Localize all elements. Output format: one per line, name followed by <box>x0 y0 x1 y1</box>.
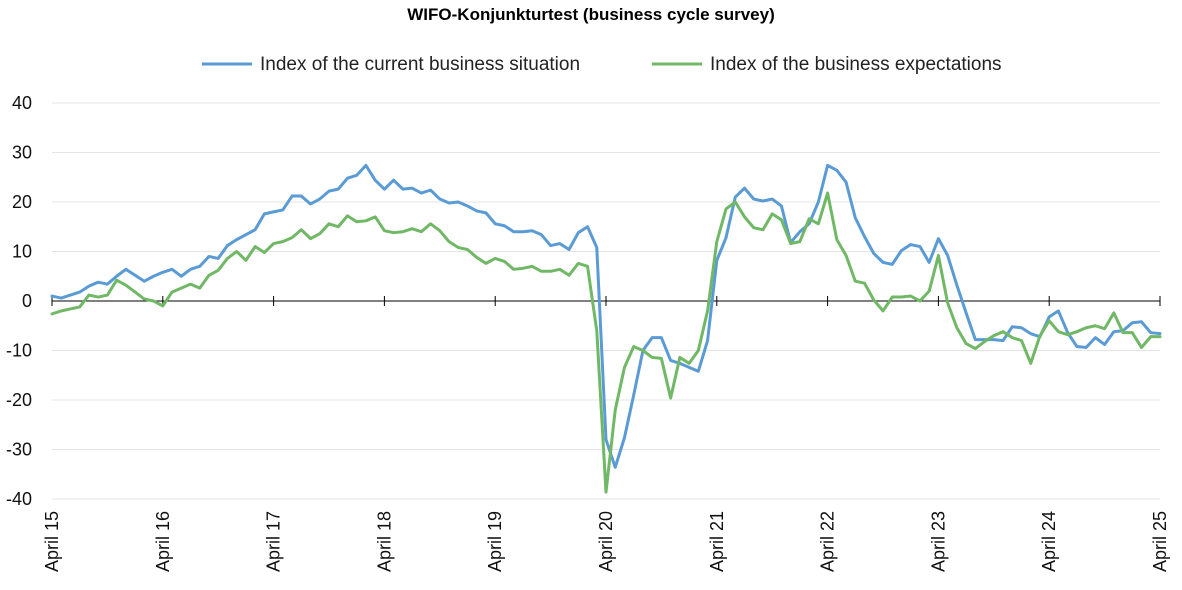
series-1 <box>50 163 1162 469</box>
x-tick-label: April 23 <box>928 511 948 572</box>
x-tick-label: April 16 <box>153 511 173 572</box>
series-2 <box>50 191 1162 494</box>
x-tick-label: April 15 <box>42 511 62 572</box>
y-tick-label: 10 <box>12 242 32 262</box>
y-axis: -40 -30 -20 -10 0 10 20 30 40 <box>6 93 32 509</box>
legend-item: Index of the current business situation <box>202 54 580 75</box>
y-tick-label: 0 <box>22 291 32 311</box>
y-tick-label: -20 <box>6 390 32 410</box>
x-tick-label: April 22 <box>818 511 838 572</box>
legend-label: Index of the current business situation <box>260 54 580 75</box>
y-tick-label: 40 <box>12 93 32 113</box>
series-line <box>50 191 1162 494</box>
x-tick-label: April 19 <box>485 511 505 572</box>
x-tick-label: April 18 <box>374 511 394 572</box>
y-tick-label: 30 <box>12 143 32 163</box>
x-tick-label: April 24 <box>1039 511 1059 572</box>
x-tick-label: April 20 <box>596 511 616 572</box>
y-tick-label: -10 <box>6 341 32 361</box>
x-tick-labels: April 15 April 16 April 17 April 18 April 19… <box>42 511 1170 572</box>
y-tick-label: 20 <box>12 192 32 212</box>
series-line <box>50 163 1162 469</box>
series <box>50 163 1162 494</box>
legend: Index of the current business situation I… <box>202 54 1002 75</box>
legend-item: Index of the business expectations <box>652 54 1002 75</box>
x-axis <box>51 296 1161 306</box>
y-tick-label: -40 <box>6 489 32 509</box>
y-tick-label: -30 <box>6 440 32 460</box>
chart-title: WIFO-Konjunkturtest (business cycle surv… <box>407 5 774 24</box>
x-tick-label: April 21 <box>707 511 727 572</box>
x-tick-label: April 25 <box>1150 511 1170 572</box>
legend-label: Index of the business expectations <box>710 54 1002 75</box>
x-tick-label: April 17 <box>264 511 284 572</box>
